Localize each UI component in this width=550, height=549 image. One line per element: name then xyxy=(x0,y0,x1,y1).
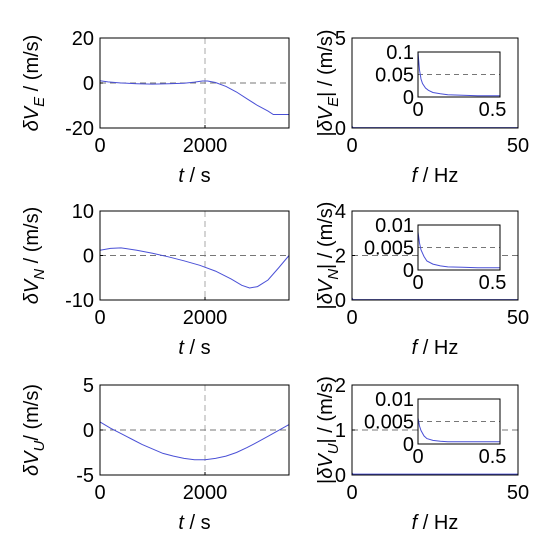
inset-y-tick-label: 0.01 xyxy=(375,215,414,237)
inset-axes-box xyxy=(417,224,501,271)
y-axis-label: |δVN| / (m/s) xyxy=(315,202,342,310)
inset-y-tick-label: 0 xyxy=(403,434,414,456)
inset-x-tick-label: 0 xyxy=(412,446,423,468)
y-tick-label: 4 xyxy=(335,201,346,223)
y-tick-label: 0 xyxy=(335,465,346,487)
x-tick-label: 2000 xyxy=(183,307,228,329)
inset-x-tick-label: 0 xyxy=(412,99,423,121)
inset-series-line xyxy=(417,51,500,97)
series-line xyxy=(351,125,518,129)
x-tick-label: 50 xyxy=(507,135,529,157)
inset-y-tick-label: 0.01 xyxy=(375,389,414,411)
x-tick-label: 0 xyxy=(346,135,357,157)
y-axis-label: δVE / (m/s) xyxy=(21,35,48,132)
x-axis-label: t / s xyxy=(178,337,210,359)
x-axis-label: f / Hz xyxy=(412,337,459,359)
y-tick-label: 0 xyxy=(335,290,346,312)
y-axis-label: |δVU| / (m/s) xyxy=(315,376,342,484)
inset-axes-box xyxy=(417,51,501,98)
series-line xyxy=(351,297,518,301)
series-line xyxy=(99,421,290,461)
x-tick-label: 50 xyxy=(507,307,529,329)
y-tick-label: 0 xyxy=(83,420,94,442)
x-tick-label: 0 xyxy=(94,307,105,329)
y-tick-label: 0 xyxy=(83,246,94,268)
inset-y-tick-label: 0.005 xyxy=(364,412,414,434)
series-line xyxy=(99,247,290,289)
x-axis-label: t / s xyxy=(178,512,210,534)
x-tick-label: 2000 xyxy=(183,135,228,157)
x-axis-label: t / s xyxy=(178,165,210,187)
inset-y-tick-label: 0.1 xyxy=(386,42,414,64)
y-axis-label: |δVE| / (m/s) xyxy=(315,29,342,136)
inset: 0 0.500.050.1 xyxy=(375,42,506,121)
y-tick-label: 5 xyxy=(335,28,346,50)
x-tick-label: 2000 xyxy=(183,482,228,504)
y-tick-label: 0 xyxy=(83,73,94,95)
y-tick-label: 2 xyxy=(335,246,346,268)
x-tick-label: 0 xyxy=(346,482,357,504)
x-axis-label: f / Hz xyxy=(412,165,459,187)
y-tick-label: -20 xyxy=(65,118,94,140)
y-tick-label: 10 xyxy=(72,201,94,223)
inset-axes-box xyxy=(417,398,501,445)
inset-x-tick-label: 0 xyxy=(412,272,423,294)
y-tick-label: 0 xyxy=(335,118,346,140)
axes-box xyxy=(351,37,519,129)
inset-y-tick-label: 0.05 xyxy=(375,65,414,87)
x-axis-label: f / Hz xyxy=(412,512,459,534)
inset-y-tick-label: 0 xyxy=(403,87,414,109)
x-tick-label: 0 xyxy=(94,135,105,157)
x-tick-label: 50 xyxy=(507,482,529,504)
inset-x-tick-label: 0.5 xyxy=(479,272,507,294)
y-tick-label: 2 xyxy=(335,375,346,397)
y-tick-label: -5 xyxy=(76,465,94,487)
x-tick-label: 0 xyxy=(346,307,357,329)
y-tick-label: 5 xyxy=(83,375,94,397)
y-tick-label: 20 xyxy=(72,28,94,50)
series-line xyxy=(351,472,518,475)
inset-x-tick-label: 0.5 xyxy=(479,99,507,121)
inset-y-tick-label: 0.005 xyxy=(364,238,414,260)
y-tick-label: 1 xyxy=(335,420,346,442)
series-line xyxy=(99,80,289,115)
inset-series-line xyxy=(417,417,500,443)
inset-y-tick-label: 0 xyxy=(403,260,414,282)
inset-x-tick-label: 0.5 xyxy=(479,446,507,468)
x-tick-label: 0 xyxy=(94,482,105,504)
y-tick-label: -10 xyxy=(65,290,94,312)
y-axis-label: δVU/ (m/s) xyxy=(21,384,48,476)
inset-series-line xyxy=(417,231,500,269)
y-axis-label: δVN / (m/s) xyxy=(21,207,48,305)
